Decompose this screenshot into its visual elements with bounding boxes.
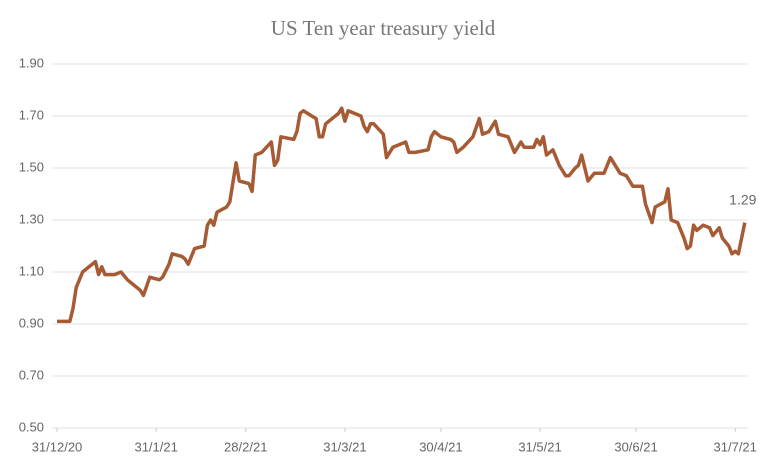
x-tick-label: 28/2/21	[224, 439, 267, 454]
y-tick-label: 0.70	[19, 367, 44, 382]
x-tick-label: 31/7/21	[714, 439, 757, 454]
end-label: 1.29	[729, 191, 756, 207]
y-tick-label: 1.30	[19, 211, 44, 226]
x-tick-label: 31/3/21	[323, 439, 366, 454]
line-series	[57, 106, 747, 324]
y-tick-label: 1.10	[19, 263, 44, 278]
x-tick-label: 31/12/20	[32, 439, 83, 454]
x-tick-label: 30/6/21	[614, 439, 657, 454]
x-tick-label: 31/5/21	[518, 439, 561, 454]
y-tick-label: 0.50	[19, 419, 44, 434]
y-tick-label: 1.70	[19, 107, 44, 122]
chart-title: US Ten year treasury yield	[271, 16, 496, 40]
x-tick-label: 30/4/21	[419, 439, 462, 454]
y-tick-label: 0.90	[19, 315, 44, 330]
x-tick-label: 31/1/21	[134, 439, 177, 454]
y-tick-label: 1.50	[19, 159, 44, 174]
y-tick-label: 1.90	[19, 55, 44, 70]
